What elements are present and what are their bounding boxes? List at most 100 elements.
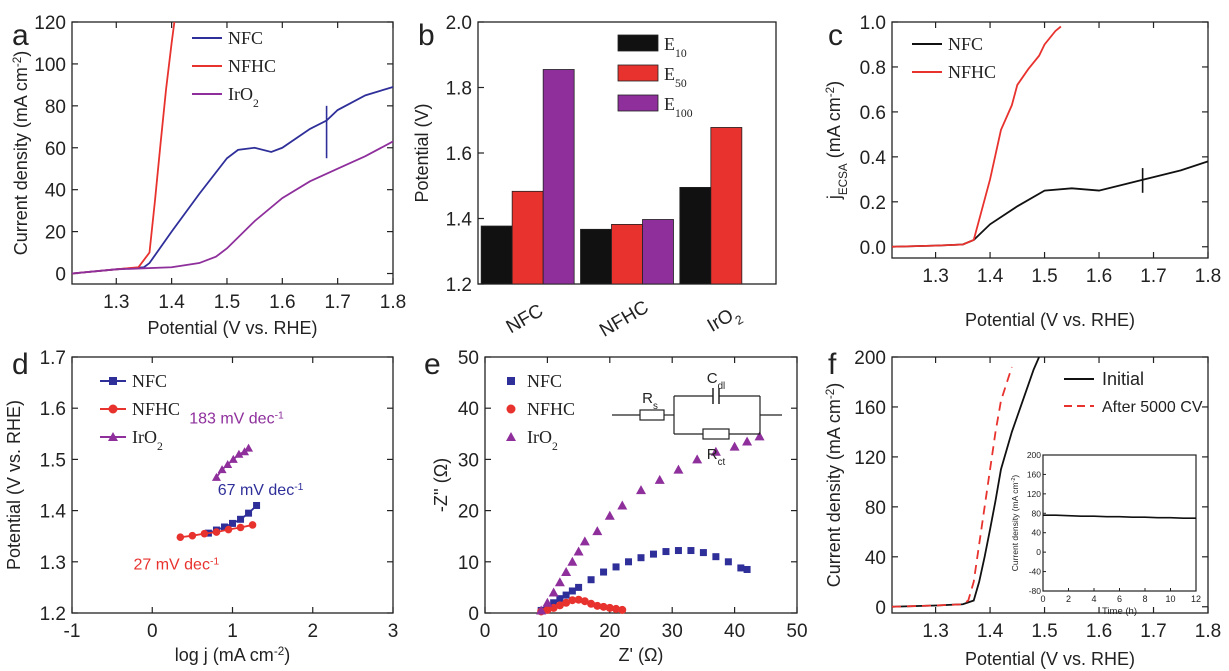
x-tick-label: 1.8 (1195, 266, 1221, 287)
legend-label: IrO2 (132, 427, 163, 453)
marker-nfc (220, 523, 228, 531)
marker-nfhc (562, 598, 571, 607)
x-tick-label: 40 (724, 621, 745, 642)
inset-x-tick-label: 0 (1040, 594, 1045, 604)
panel-letter-d: d (12, 348, 29, 381)
x-axis-label: log j (mA cm-2) (175, 645, 290, 666)
marker-nfc (743, 565, 751, 573)
x-tick-label: 1.6 (269, 292, 295, 313)
legend-marker (507, 377, 515, 385)
legend-label: IrO2 (228, 84, 259, 110)
marker-nfhc (555, 601, 564, 610)
y-tick-label: 50 (458, 348, 479, 369)
marker-iro2 (567, 556, 578, 566)
legend-label: NFHC (228, 56, 276, 76)
inset-x-tick-label: 6 (1117, 594, 1122, 604)
marker-iro2 (561, 567, 572, 577)
marker-nfc (612, 563, 620, 571)
marker-nfhc (599, 602, 608, 611)
inset-y-tick-label: 40 (1032, 528, 1042, 538)
marker-nfhc (574, 595, 583, 604)
marker-nfc (662, 548, 670, 556)
series-line-after-5000-cv (892, 366, 1013, 608)
x-tick-label: 1.8 (380, 292, 406, 313)
x-tick-label: 1.6 (1086, 621, 1112, 642)
circuit-label-rct: Rct (707, 446, 726, 468)
inset-y-tick-label: 120 (1027, 489, 1041, 499)
y-tick-label: 2.0 (446, 13, 472, 34)
bar-e50-iro2 (710, 127, 743, 285)
marker-iro2 (692, 454, 703, 464)
inset-y-axis-label: Current density (mA cm-2) (1010, 475, 1020, 572)
bar-e50-nfhc (611, 223, 643, 285)
marker-iro2 (211, 472, 221, 481)
marker-iro2 (636, 485, 646, 495)
inset-x-tick-label: 4 (1091, 594, 1096, 604)
panel-letter-b: b (418, 19, 435, 52)
x-tick-label: 3 (388, 621, 399, 642)
marker-nfc (550, 599, 558, 607)
marker-nfhc (580, 597, 589, 606)
y-tick-label: 0 (875, 598, 886, 619)
x-tick-label: 1.8 (1195, 621, 1221, 642)
y-tick-label: 0 (55, 265, 66, 286)
equivalent-circuit: Rs Cdl Rct (612, 370, 782, 468)
y-tick-label: 30 (458, 450, 479, 471)
bar-e10-nfhc (580, 228, 612, 285)
legend-swatch (617, 94, 659, 112)
inset-y-tick-label: -80 (1029, 586, 1042, 596)
panel-a: a 1.3 1.4 1.5 1.6 1.7 1.8 0 20 40 60 80 100 120 NFC NFH… (11, 13, 407, 338)
marker-nfhc (176, 533, 185, 542)
legend-label: NFC (948, 34, 983, 54)
legend-label: NFHC (132, 399, 180, 419)
panel-letter-f: f (828, 348, 837, 381)
marker-nfc (712, 553, 720, 561)
bar-e10-nfc (480, 225, 513, 285)
marker-nfc (625, 558, 633, 566)
plot-frame (891, 356, 1209, 614)
marker-nfhc (618, 605, 627, 614)
y-tick-label: 1.2 (40, 604, 66, 625)
marker-nfhc (224, 525, 233, 534)
x-tick-label: 1.4 (977, 621, 1004, 642)
inset-frame (1042, 454, 1197, 592)
marker-iro2 (234, 449, 244, 458)
panel-letter-a: a (12, 19, 29, 52)
marker-iro2 (554, 577, 565, 587)
y-tick-label: 0.0 (860, 238, 886, 259)
marker-nfc (556, 595, 564, 603)
x-tick-label: 1.4 (158, 292, 185, 313)
x-tick-label: 1.3 (922, 266, 948, 287)
marker-nfc (229, 519, 236, 527)
marker-iro2 (536, 605, 547, 615)
x-tick-label: 2 (307, 621, 318, 642)
tafel-slope-annotation: 183 mV dec-1 (189, 410, 284, 428)
x-tick-label: 1 (227, 621, 238, 642)
y-tick-label: 1.4 (40, 502, 67, 523)
marker-iro2 (742, 436, 753, 446)
y-tick-label: 20 (458, 502, 479, 523)
y-tick-label: 120 (34, 13, 66, 34)
resistor-rct (702, 428, 730, 440)
marker-nfc (245, 509, 253, 517)
x-tick-label: 30 (662, 621, 683, 642)
x-tick-label: 1.7 (1140, 266, 1166, 287)
bar-e50-nfc (511, 190, 544, 285)
y-axis-label: Current density (mA cm-2) (824, 383, 845, 587)
series-line-initial (892, 357, 1040, 608)
panel-letter-c: c (828, 19, 843, 52)
marker-nfhc (543, 605, 552, 614)
y-axis-label: -Z'' (Ω) (431, 458, 451, 512)
tafel-slope-annotation: 27 mV dec-1 (133, 556, 219, 574)
marker-nfc (562, 591, 570, 599)
bar-e100-nfhc (642, 219, 674, 285)
marker-iro2 (729, 441, 740, 451)
x-axis-label: Potential (V vs. RHE) (965, 649, 1135, 669)
inset-y-tick-label: 0 (1036, 547, 1041, 557)
marker-nfc (724, 558, 732, 566)
marker-nfc (575, 583, 583, 591)
y-tick-label: 10 (458, 553, 479, 574)
y-tick-label: 1.0 (860, 13, 886, 34)
marker-nfhc (200, 529, 209, 538)
y-axis-label: Current density (mA cm-2) (11, 51, 32, 255)
